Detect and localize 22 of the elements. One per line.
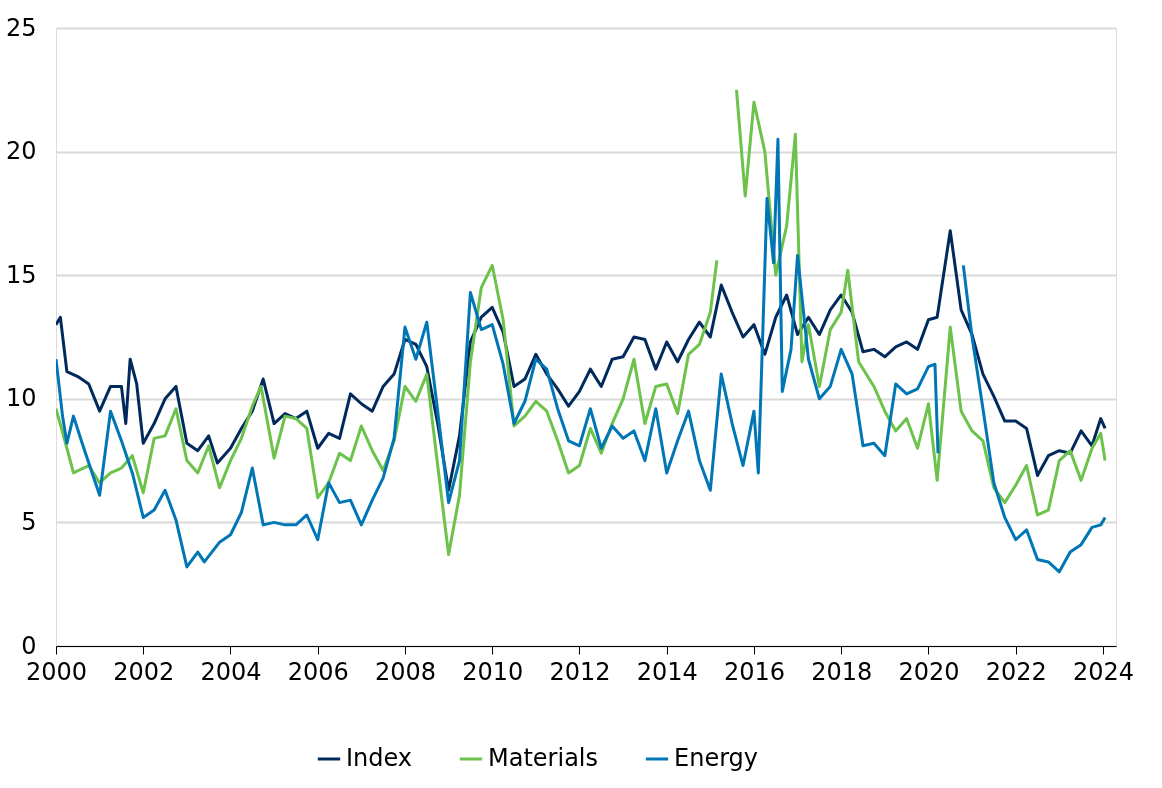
x-tick-label: 2020 bbox=[898, 657, 960, 686]
legend-label: Energy bbox=[674, 744, 759, 772]
x-tick-label: 2022 bbox=[985, 657, 1047, 686]
y-tick-label: 0 bbox=[21, 631, 37, 660]
y-tick-label: 10 bbox=[5, 384, 37, 413]
x-tick-label: 2018 bbox=[811, 657, 873, 686]
legend-label: Materials bbox=[488, 744, 599, 772]
y-tick-label: 15 bbox=[5, 260, 37, 289]
y-tick-label: 5 bbox=[21, 507, 37, 536]
x-tick-label: 2002 bbox=[113, 657, 175, 686]
x-tick-label: 2012 bbox=[549, 657, 611, 686]
y-tick-label: 25 bbox=[5, 13, 37, 42]
y-tick-label: 20 bbox=[5, 137, 37, 166]
legend-label: Index bbox=[346, 744, 413, 772]
x-tick-label: 2006 bbox=[287, 657, 349, 686]
x-tick-label: 2010 bbox=[462, 657, 524, 686]
x-tick-label: 2014 bbox=[636, 657, 698, 686]
x-tick-label: 2004 bbox=[200, 657, 262, 686]
x-tick-label: 2000 bbox=[25, 657, 88, 686]
x-tick-label: 2016 bbox=[723, 657, 785, 686]
x-tick-label: 2024 bbox=[1072, 657, 1134, 686]
x-tick-label: 2008 bbox=[374, 657, 437, 686]
